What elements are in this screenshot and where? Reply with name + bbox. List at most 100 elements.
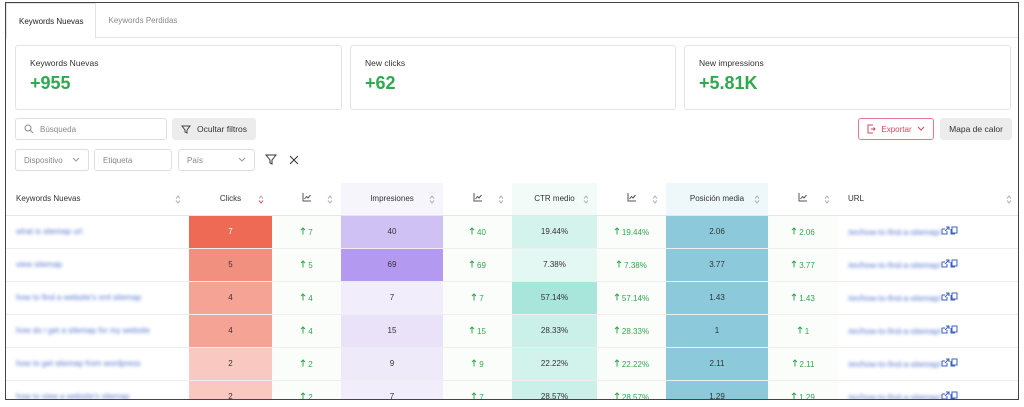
cell: 3.77 <box>666 248 768 282</box>
up-arrow <box>791 292 797 300</box>
column-header[interactable]: Impresiones <box>341 183 443 216</box>
sort[interactable] <box>652 195 658 206</box>
sort-icon <box>824 195 830 204</box>
cell: /en/how-to-find-a-sitemap/ <box>838 380 1018 399</box>
cell: 2.11 <box>768 347 838 381</box>
cell: how do i get a sitemap for my website <box>6 314 189 348</box>
export-button[interactable]: Exportar <box>858 118 934 140</box>
cell: 22.22% <box>597 347 666 381</box>
caret <box>238 157 246 162</box>
tab[interactable]: Keywords Perdidas <box>108 16 178 25</box>
sort[interactable] <box>1006 195 1012 206</box>
cell: 2.06 <box>768 215 838 249</box>
column-header[interactable]: URL <box>838 183 1018 216</box>
sort[interactable] <box>824 195 830 206</box>
sort[interactable] <box>327 195 333 206</box>
cell: 7 <box>443 380 512 400</box>
cell: 4 <box>189 281 272 315</box>
cell: view sitemap <box>6 248 189 282</box>
cell: 2 <box>272 380 341 399</box>
column-header[interactable]: CTR medio <box>512 183 597 216</box>
sort-icon <box>327 195 333 204</box>
delta-value: 5 <box>308 260 313 270</box>
sort[interactable] <box>583 195 589 206</box>
clear-filters-icon[interactable] <box>289 155 299 165</box>
header-label: Posición media <box>689 194 745 204</box>
cell: 9 <box>341 347 443 381</box>
column-header[interactable] <box>272 183 341 216</box>
url-actions[interactable] <box>941 391 959 399</box>
cell: 40 <box>341 215 443 249</box>
delta-value: 28.33% <box>621 326 650 336</box>
export-icon <box>867 124 877 134</box>
delta-value: 7 <box>479 293 484 303</box>
table-row: how to view a website's sitemap 2 2 7 7 28.57… <box>6 380 1018 400</box>
cell: 7.38% <box>597 248 666 282</box>
url-text: /en/how-to-find-a-sitemap/ <box>848 261 941 270</box>
cell: 28.57% <box>512 380 597 399</box>
search-icon <box>24 124 34 134</box>
search-box[interactable]: Búsqueda <box>15 118 167 140</box>
stat-card: Keywords Nuevas +955 <box>15 45 342 110</box>
delta-value: 7 <box>479 392 484 400</box>
link-icons <box>941 226 958 235</box>
hide-filters-button[interactable]: Ocultar filtros <box>172 118 256 140</box>
column-header[interactable]: Clicks <box>189 183 272 216</box>
cell: 2 <box>189 380 272 399</box>
sort[interactable] <box>175 195 181 206</box>
header-label: Keywords Nuevas <box>16 194 81 204</box>
delta-value: 28.57% <box>621 392 650 400</box>
up-arrow <box>791 226 797 234</box>
cell: how to view a website's sitemap <box>6 380 189 399</box>
delta-value: 19.44% <box>621 227 650 237</box>
card-value: +62 <box>365 73 396 93</box>
stat-card: New clicks +62 <box>350 45 676 110</box>
url-text: /en/how-to-find-a-sitemap/ <box>848 228 941 237</box>
filter-label: Dispositivo <box>24 155 63 165</box>
card-label: New impressions <box>699 58 764 68</box>
sort[interactable] <box>498 195 504 206</box>
url-actions[interactable] <box>941 325 959 336</box>
column-header[interactable]: Keywords Nuevas <box>6 183 189 216</box>
url-actions[interactable] <box>941 259 959 270</box>
cell: /en/how-to-find-a-sitemap/ <box>838 347 1018 381</box>
caret <box>72 157 80 162</box>
column-header[interactable] <box>597 183 666 216</box>
url-actions[interactable] <box>941 358 959 369</box>
header-label: Clicks <box>219 194 242 204</box>
up-arrow <box>614 226 620 234</box>
cell: 4 <box>272 314 341 348</box>
delta-value: 15 <box>477 326 486 336</box>
sort[interactable] <box>754 195 760 206</box>
filter-input[interactable]: Etiqueta <box>94 149 172 171</box>
delta-value: 4 <box>308 326 313 336</box>
up-arrow <box>469 226 475 234</box>
delta-value: 1 <box>804 326 810 336</box>
cell: 7 <box>443 281 512 315</box>
cell: 7.38% <box>512 248 597 282</box>
sort[interactable] <box>258 195 264 206</box>
cell: 4 <box>272 281 341 315</box>
column-header[interactable] <box>443 183 512 216</box>
heatmap-button[interactable]: Mapa de calor <box>940 118 1012 140</box>
up-arrow <box>791 259 797 267</box>
up-arrow <box>616 259 622 267</box>
column-header[interactable]: Posición media <box>666 183 768 216</box>
up-arrow <box>300 325 306 333</box>
tab[interactable]: Keywords Nuevas <box>6 3 97 39</box>
up-arrow <box>471 292 477 300</box>
filter-apply-icon[interactable] <box>265 154 277 166</box>
sort-icon <box>583 195 589 204</box>
url-actions[interactable] <box>941 226 959 237</box>
cell: 40 <box>443 215 512 249</box>
up-arrow <box>300 391 306 399</box>
column-header[interactable] <box>768 183 838 216</box>
url-actions[interactable] <box>941 292 959 303</box>
sort[interactable] <box>429 195 435 206</box>
table-row: how to get sitemap from wordpress 2 2 9 9 22.… <box>6 347 1018 381</box>
filter-select[interactable]: Dispositivo <box>15 149 89 171</box>
delta-value: 7.38% <box>624 260 647 270</box>
filter-select[interactable]: País <box>178 149 255 171</box>
cell: 2 <box>272 347 341 381</box>
cell: 28.57% <box>597 380 666 400</box>
